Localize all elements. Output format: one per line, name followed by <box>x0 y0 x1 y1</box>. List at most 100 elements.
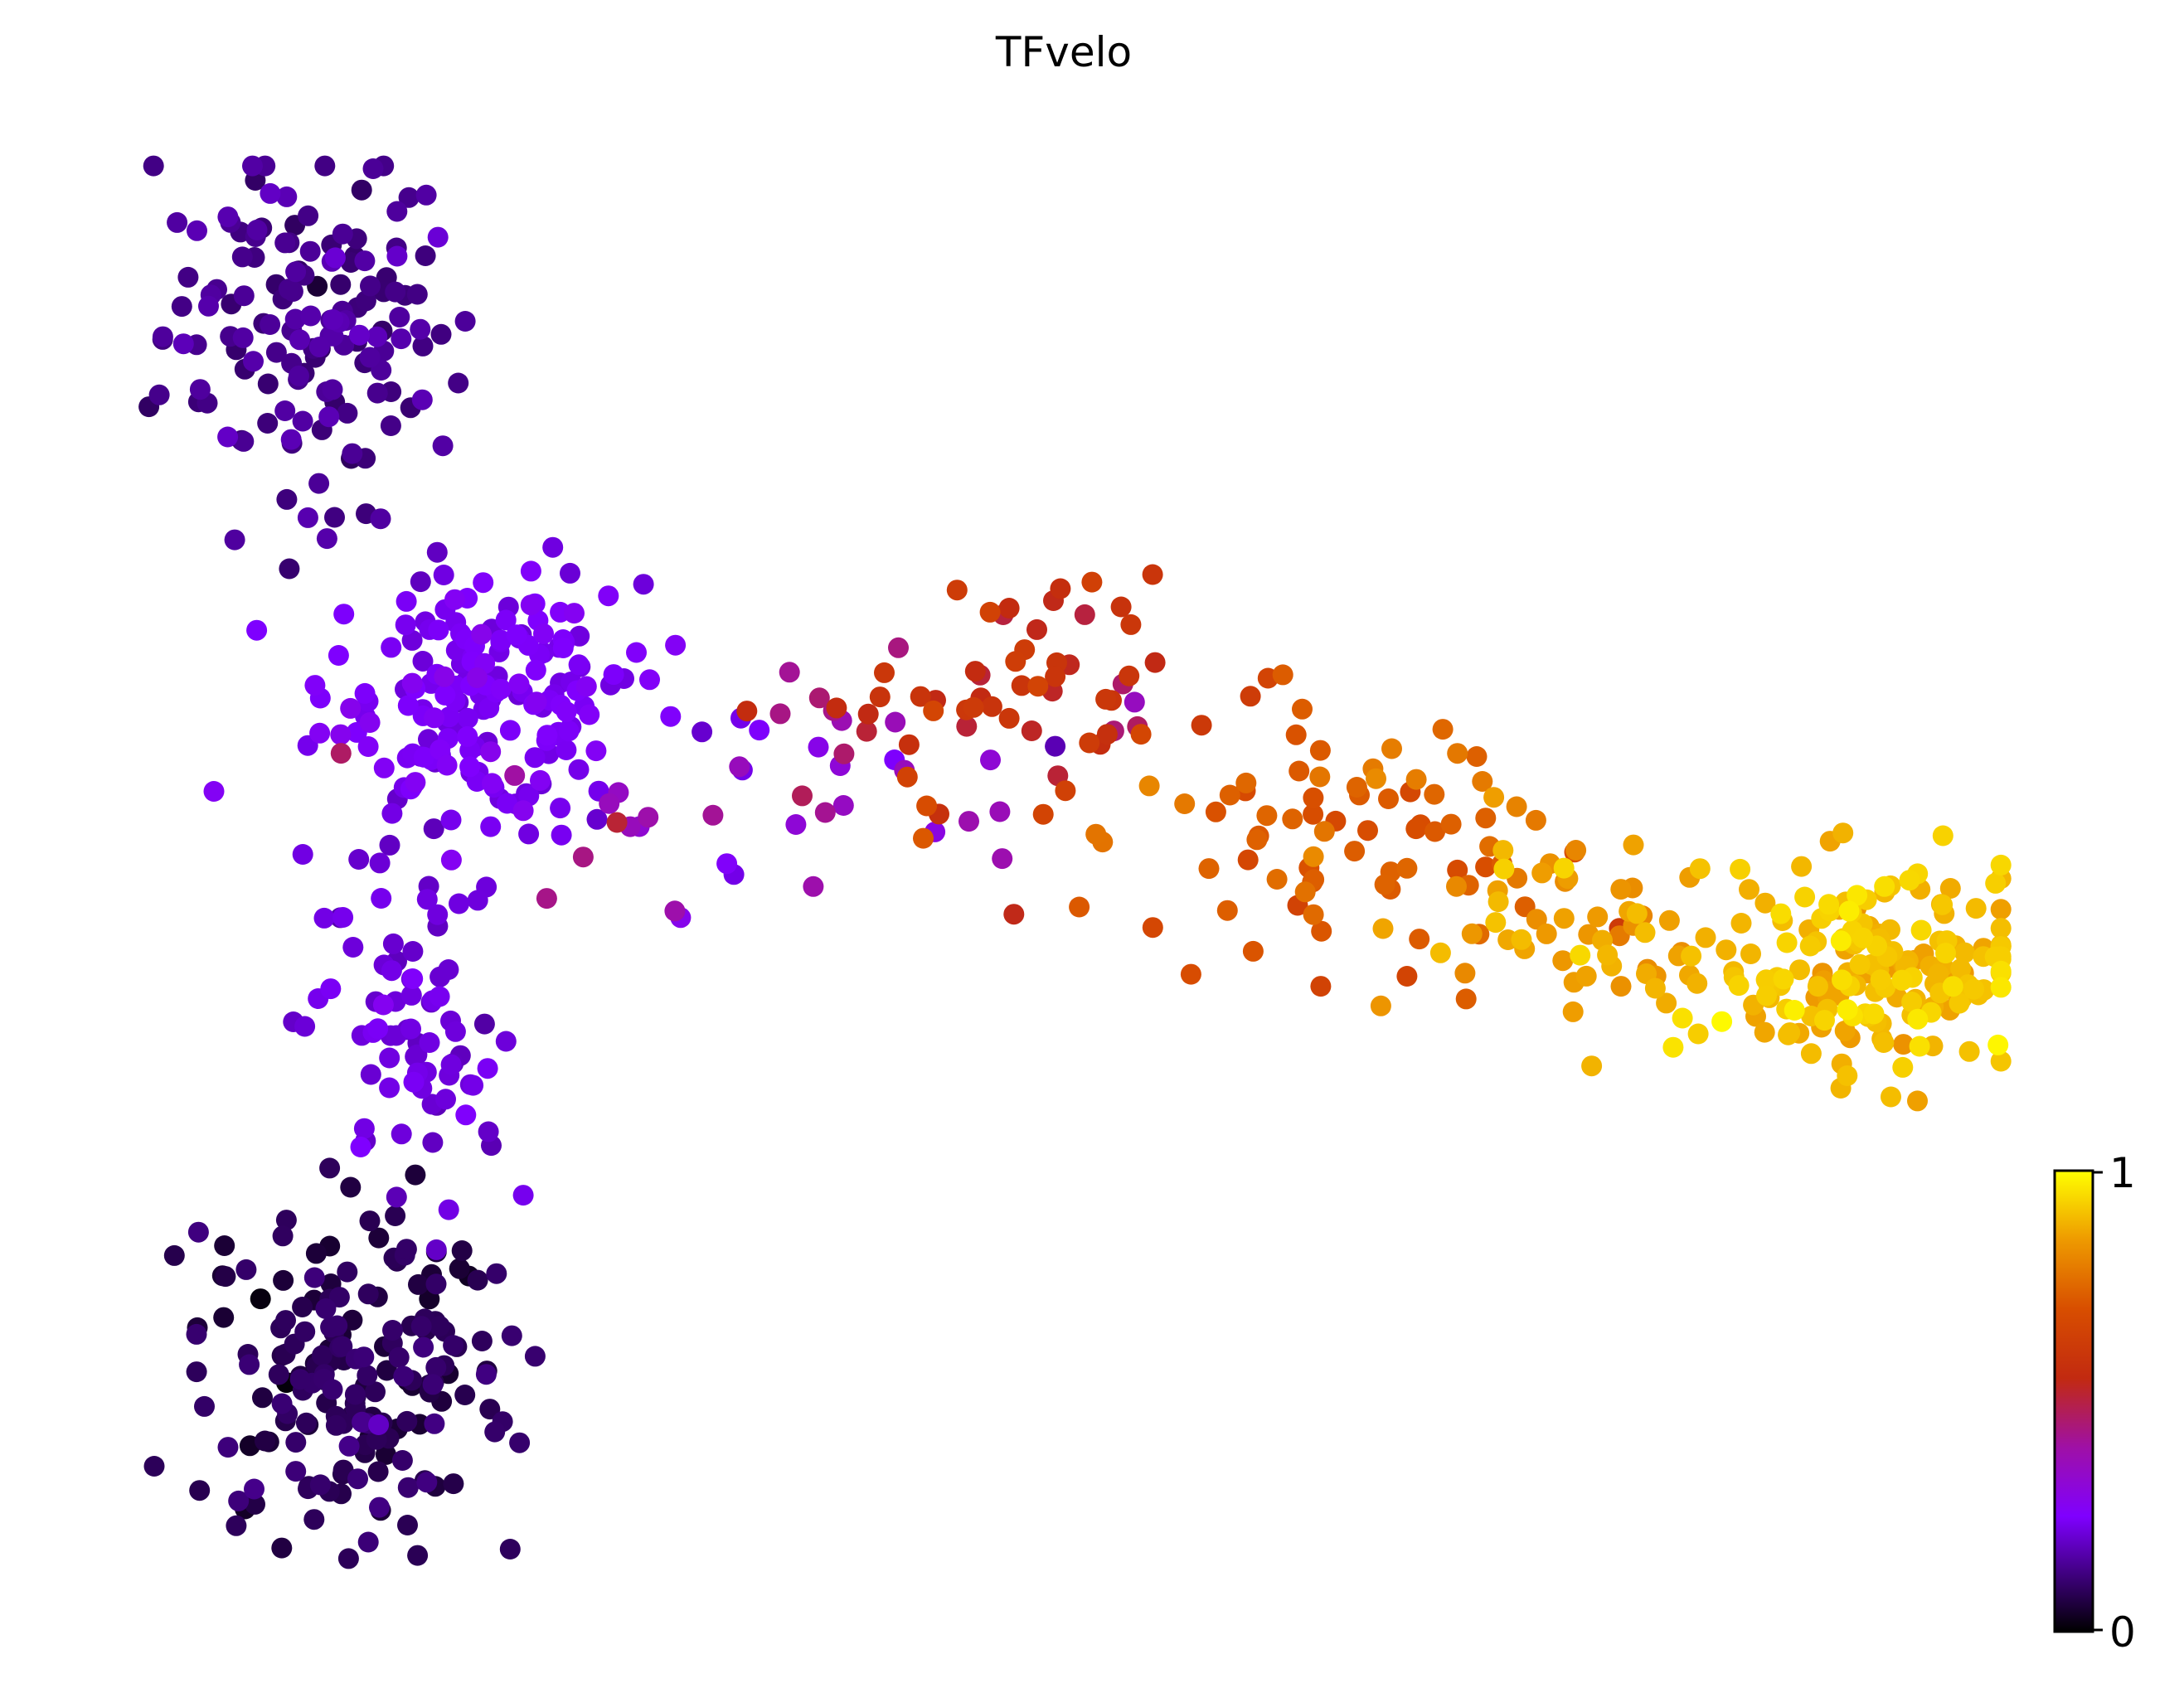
scatter-point <box>1837 1065 1858 1086</box>
scatter-point <box>279 558 300 580</box>
scatter-point <box>1511 929 1532 950</box>
scatter-point <box>1794 886 1816 908</box>
scatter-point <box>1045 666 1066 687</box>
scatter-point <box>366 326 388 347</box>
scatter-point <box>1346 777 1367 798</box>
scatter-point <box>1901 992 1923 1012</box>
scatter-point <box>285 261 307 283</box>
scatter-point <box>946 580 968 601</box>
scatter-point <box>478 697 500 719</box>
scatter-point <box>1446 876 1467 897</box>
scatter-point <box>1689 858 1711 880</box>
scatter-point <box>272 1225 294 1247</box>
scatter-point <box>233 285 255 307</box>
scatter-point <box>1565 840 1587 861</box>
scatter-point <box>981 696 1002 717</box>
scatter-point <box>1142 917 1163 939</box>
scatter-point <box>325 1414 347 1436</box>
scatter-point <box>444 589 465 610</box>
scatter-point <box>1656 992 1677 1014</box>
scatter-point <box>403 1071 425 1093</box>
scatter-point <box>397 695 419 716</box>
scatter-point <box>351 179 372 201</box>
scatter-point <box>410 571 431 593</box>
scatter-point <box>572 846 594 868</box>
scatter-point <box>367 1461 389 1482</box>
scatter-point <box>558 720 580 742</box>
scatter-point <box>454 311 476 332</box>
scatter-point <box>330 724 352 745</box>
scatter-point <box>194 1395 215 1417</box>
scatter-point <box>213 1307 235 1328</box>
scatter-point <box>231 246 253 268</box>
scatter-point <box>389 307 410 327</box>
scatter-point <box>749 720 770 741</box>
scatter-point <box>352 1411 373 1433</box>
scatter-point <box>518 823 540 845</box>
scatter-point <box>1237 849 1259 871</box>
scatter-point <box>1069 896 1090 918</box>
scatter-point <box>1256 805 1278 827</box>
scatter-point <box>568 759 590 780</box>
scatter-point <box>1485 912 1507 934</box>
scatter-point <box>152 326 173 347</box>
scatter-point <box>1045 735 1066 757</box>
scatter-point <box>1958 1040 1980 1062</box>
scatter-point <box>313 907 335 929</box>
scatter-point <box>413 746 434 768</box>
scatter-point <box>350 1137 371 1157</box>
scatter-point <box>1990 899 2012 920</box>
scatter-point <box>1303 803 1324 825</box>
scatter-point <box>400 1018 421 1040</box>
scatter-point <box>1597 944 1619 966</box>
scatter-point <box>639 669 660 691</box>
scatter-point <box>357 1531 379 1553</box>
scatter-point <box>1079 732 1100 754</box>
scatter-point <box>433 565 454 585</box>
scatter-point <box>1292 698 1313 720</box>
scatter-point <box>1942 976 1963 997</box>
scatter-point <box>499 1539 521 1559</box>
scatter-point <box>1832 969 1852 991</box>
scatter-point <box>440 809 462 831</box>
scatter-point <box>436 754 458 776</box>
scatter-point <box>1174 793 1196 814</box>
scatter-point <box>1493 858 1515 880</box>
scatter-point <box>342 937 364 958</box>
scatter-point <box>1461 923 1483 944</box>
scatter-point <box>332 1336 353 1357</box>
scatter-point <box>1672 1007 1693 1029</box>
scatter-point <box>252 1387 273 1409</box>
scatter-point <box>405 1164 426 1186</box>
scatter-point <box>467 890 488 911</box>
scatter-point <box>1553 908 1575 929</box>
scatter-point <box>1378 788 1399 809</box>
scatter-point <box>560 562 580 584</box>
scatter-point <box>552 638 574 658</box>
scatter-point <box>167 211 188 233</box>
scatter-point <box>163 1244 185 1266</box>
scatter-point <box>371 888 392 909</box>
scatter-point <box>314 155 336 177</box>
scatter-point <box>427 226 449 248</box>
scatter-point <box>495 609 517 631</box>
scatter-point <box>964 661 986 682</box>
scatter-point <box>1716 939 1737 961</box>
scatter-point <box>381 637 402 658</box>
scatter-point <box>1409 929 1430 950</box>
scatter-point <box>1466 746 1488 767</box>
scatter-point <box>1899 870 1920 891</box>
scatter-point <box>551 824 572 846</box>
scatter-point <box>857 703 879 725</box>
scatter-point <box>495 1031 517 1052</box>
scatter-point <box>295 1412 317 1433</box>
scatter-point <box>333 604 355 625</box>
scatter-point <box>309 1474 331 1496</box>
scatter-point <box>187 220 207 241</box>
scatter-point <box>401 672 423 694</box>
scatter-point <box>826 697 847 719</box>
scatter-point <box>1776 932 1798 953</box>
scatter-point <box>1789 959 1810 981</box>
scatter-point <box>1814 1010 1835 1031</box>
scatter-point <box>1055 780 1076 802</box>
